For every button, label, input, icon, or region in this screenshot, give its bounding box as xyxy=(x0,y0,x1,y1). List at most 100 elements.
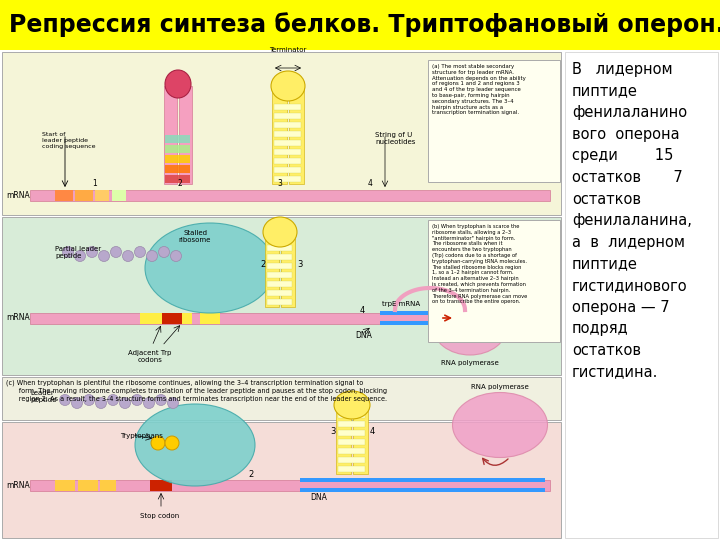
Ellipse shape xyxy=(263,217,297,247)
Text: Partial leader
peptide: Partial leader peptide xyxy=(55,246,101,259)
FancyBboxPatch shape xyxy=(2,422,561,538)
FancyBboxPatch shape xyxy=(338,412,365,418)
Text: Stalled
ribosome: Stalled ribosome xyxy=(179,230,211,243)
Circle shape xyxy=(122,251,133,261)
Text: mRNA: mRNA xyxy=(6,314,30,322)
Text: Stop codon: Stop codon xyxy=(140,513,179,519)
Text: (c) When tryptophan is plentiful the ribosome continues, allowing the 3–4 transc: (c) When tryptophan is plentiful the rib… xyxy=(6,379,387,402)
Ellipse shape xyxy=(145,223,275,313)
FancyBboxPatch shape xyxy=(267,290,292,296)
FancyBboxPatch shape xyxy=(267,299,292,305)
FancyBboxPatch shape xyxy=(274,140,301,146)
Text: 3: 3 xyxy=(278,179,282,188)
Ellipse shape xyxy=(165,70,191,98)
Circle shape xyxy=(84,395,94,406)
FancyBboxPatch shape xyxy=(338,430,365,436)
Circle shape xyxy=(74,251,86,261)
Text: trpE mRNA: trpE mRNA xyxy=(382,301,420,307)
FancyBboxPatch shape xyxy=(353,407,368,474)
FancyBboxPatch shape xyxy=(267,272,292,278)
Circle shape xyxy=(132,395,143,406)
Circle shape xyxy=(99,251,109,261)
Text: (a) The most stable secondary
structure for trp leader mRNA.
Attenuation depends: (a) The most stable secondary structure … xyxy=(432,64,526,116)
FancyBboxPatch shape xyxy=(165,155,190,163)
Circle shape xyxy=(143,397,155,408)
FancyBboxPatch shape xyxy=(338,457,365,463)
FancyBboxPatch shape xyxy=(0,0,720,50)
Text: 4: 4 xyxy=(370,427,375,436)
Text: 4: 4 xyxy=(368,179,372,188)
FancyBboxPatch shape xyxy=(565,52,718,538)
Ellipse shape xyxy=(452,393,547,457)
FancyBboxPatch shape xyxy=(380,321,480,325)
Text: DNA: DNA xyxy=(310,493,327,502)
FancyBboxPatch shape xyxy=(274,113,301,119)
FancyBboxPatch shape xyxy=(265,232,279,307)
Circle shape xyxy=(110,246,122,258)
FancyBboxPatch shape xyxy=(162,313,182,324)
Text: 2: 2 xyxy=(248,470,253,479)
Circle shape xyxy=(156,395,166,406)
FancyBboxPatch shape xyxy=(200,313,220,324)
FancyBboxPatch shape xyxy=(336,407,351,474)
FancyBboxPatch shape xyxy=(289,86,304,184)
Circle shape xyxy=(71,397,83,408)
Circle shape xyxy=(168,397,179,408)
FancyBboxPatch shape xyxy=(338,421,365,427)
FancyBboxPatch shape xyxy=(274,167,301,173)
FancyBboxPatch shape xyxy=(165,145,190,153)
FancyBboxPatch shape xyxy=(300,478,545,482)
Text: Leader
peptide: Leader peptide xyxy=(30,390,56,403)
Text: mRNA: mRNA xyxy=(6,191,30,199)
Circle shape xyxy=(63,246,73,258)
FancyBboxPatch shape xyxy=(30,313,550,324)
FancyBboxPatch shape xyxy=(428,60,560,182)
Text: mRNA: mRNA xyxy=(6,481,30,489)
FancyBboxPatch shape xyxy=(150,480,172,491)
FancyBboxPatch shape xyxy=(100,480,116,491)
FancyBboxPatch shape xyxy=(274,158,301,164)
Circle shape xyxy=(171,251,181,261)
Text: Репрессия синтеза белков. Триптофановый оперон.: Репрессия синтеза белков. Триптофановый … xyxy=(9,12,720,37)
Text: RNA polymerase: RNA polymerase xyxy=(441,360,499,366)
FancyBboxPatch shape xyxy=(338,439,365,445)
FancyBboxPatch shape xyxy=(30,190,550,201)
FancyBboxPatch shape xyxy=(2,52,561,215)
FancyBboxPatch shape xyxy=(170,313,192,324)
FancyBboxPatch shape xyxy=(274,149,301,155)
FancyBboxPatch shape xyxy=(281,232,295,307)
FancyBboxPatch shape xyxy=(380,311,480,315)
FancyBboxPatch shape xyxy=(165,135,190,143)
FancyBboxPatch shape xyxy=(274,122,301,128)
FancyBboxPatch shape xyxy=(274,176,301,182)
FancyBboxPatch shape xyxy=(300,488,545,492)
FancyBboxPatch shape xyxy=(267,254,292,260)
Circle shape xyxy=(151,436,165,450)
Ellipse shape xyxy=(433,297,508,355)
Text: 2: 2 xyxy=(260,260,265,269)
Text: Tryptophans: Tryptophans xyxy=(120,433,163,439)
Circle shape xyxy=(165,436,179,450)
FancyBboxPatch shape xyxy=(75,190,93,201)
Text: DNA: DNA xyxy=(355,331,372,340)
Circle shape xyxy=(158,246,169,258)
Circle shape xyxy=(120,397,130,408)
Circle shape xyxy=(96,397,107,408)
FancyBboxPatch shape xyxy=(267,245,292,251)
FancyBboxPatch shape xyxy=(165,165,190,173)
FancyBboxPatch shape xyxy=(274,104,301,110)
FancyBboxPatch shape xyxy=(274,131,301,137)
Circle shape xyxy=(60,395,71,406)
FancyBboxPatch shape xyxy=(338,466,365,472)
Text: String of U
nucleotides: String of U nucleotides xyxy=(375,132,415,145)
Text: 3: 3 xyxy=(330,427,336,436)
Ellipse shape xyxy=(135,404,255,486)
Text: Terminator: Terminator xyxy=(269,47,307,53)
Text: Adjacent Trp
codons: Adjacent Trp codons xyxy=(128,350,171,363)
Text: Start of
leader peptide
coding sequence: Start of leader peptide coding sequence xyxy=(42,132,96,148)
Text: (b) When tryptophan is scarce the
ribosome stalls, allowing a 2–3
"antiterminato: (b) When tryptophan is scarce the riboso… xyxy=(432,224,527,305)
Ellipse shape xyxy=(334,391,370,419)
FancyBboxPatch shape xyxy=(164,86,177,184)
Circle shape xyxy=(86,246,97,258)
FancyBboxPatch shape xyxy=(55,480,75,491)
